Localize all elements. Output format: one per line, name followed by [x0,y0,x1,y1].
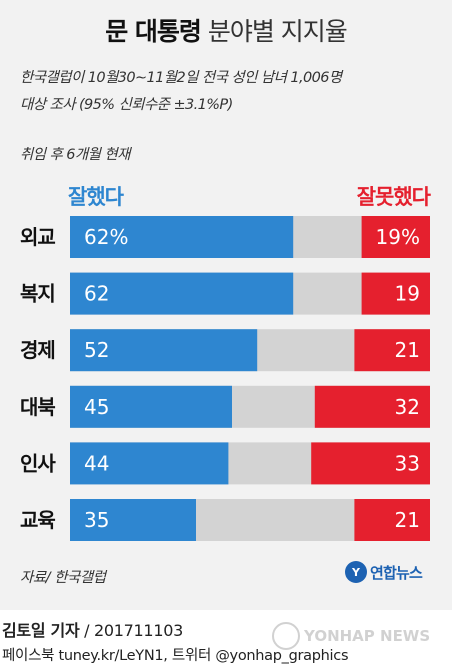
legend-bad: 잘못했다 [356,185,431,209]
legend-good: 잘했다 [68,185,124,209]
survey-info-line-1: 한국갤럽이 10월30∼11월2일 전국 성인 남녀 1,006명 [20,70,342,86]
watermark: YONHAP NEWS [272,622,430,650]
value-label-bad: 21 [395,508,420,532]
value-label-bad: 19% [376,225,420,249]
value-label-good: 62 [84,282,109,306]
credit-line: 김토일 기자 / 201711103 [2,617,183,641]
social-links: 페이스북 tuney.kr/LeYN1, 트위터 @yonhap_graphic… [2,648,349,664]
bar-bad [314,385,430,428]
bar-bad [354,329,430,372]
title: 문 대통령 분야별 지지율 [0,12,452,48]
value-label-good: 62% [84,225,128,249]
chart-card: 문 대통령 분야별 지지율 한국갤럽이 10월30∼11월2일 전국 성인 남녀… [0,0,452,610]
source-note: 자료/ 한국갤럽 [20,570,106,586]
bar-good [70,499,196,541]
yonhap-logo: Y 연합뉴스 [345,561,423,583]
date-code: / 201711103 [79,621,183,640]
category-label: 복지 [20,282,55,306]
value-label-bad: 33 [395,451,420,475]
value-label-good: 45 [84,395,109,419]
watermark-logo-icon [272,622,300,650]
category-label: 경제 [20,338,55,362]
category-label: 외교 [20,225,55,249]
value-label-bad: 21 [395,338,420,362]
bar-good [70,216,294,258]
title-sub: 분야별 지지율 [207,17,348,46]
bar-good [70,385,232,428]
value-label-good: 44 [84,451,109,475]
category-label: 인사 [20,451,56,475]
bar-good [70,272,294,315]
period-note: 취임 후 6개월 현재 [20,147,130,163]
reporter-name: 김토일 기자 [2,621,80,640]
value-label-bad: 32 [395,395,420,419]
bar-good [70,329,258,372]
bar-good [70,442,229,485]
bar-bad [361,216,430,258]
value-label-bad: 19 [395,282,420,306]
value-label-good: 35 [84,508,109,532]
watermark-text: YONHAP NEWS [304,627,431,645]
survey-info-line-2: 대상 조사 (95% 신뢰수준 ±3.1%P) [20,97,233,113]
category-label: 대북 [20,395,55,419]
bar-bad [311,442,430,485]
bar-bad [354,499,430,541]
value-label-good: 52 [84,338,109,362]
bar-bad [361,272,430,315]
title-main: 문 대통령 [105,17,202,46]
logo-mark-icon: Y [345,561,367,583]
logo-text: 연합뉴스 [370,563,423,582]
category-label: 교육 [20,508,55,532]
bar-chart: 외교 62% 19% 복지 62 19 경제 52 21 대북 45 32 인사 44 33 교육 35 21 [20,216,430,541]
